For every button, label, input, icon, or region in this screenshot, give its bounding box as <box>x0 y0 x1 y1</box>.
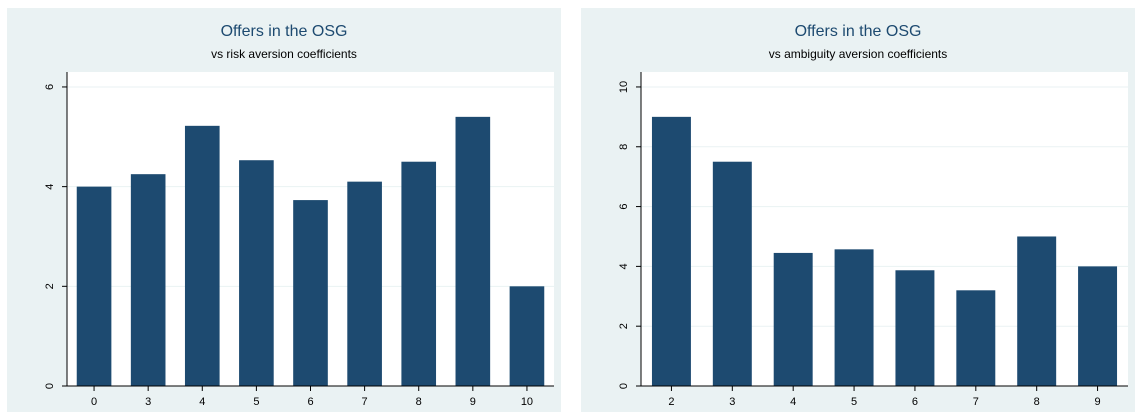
bar-5 <box>239 160 274 386</box>
x-tick-label: 7 <box>362 396 368 408</box>
bar-7 <box>347 181 382 386</box>
x-tick-label: 2 <box>668 396 674 408</box>
x-tick-label: 6 <box>912 396 918 408</box>
x-tick-label: 6 <box>307 396 313 408</box>
bar-8 <box>1017 236 1057 386</box>
bar-2 <box>651 116 691 386</box>
bar-chart-ambiguity-aversion: 0 2 4 6 8 10 2 3 4 5 6 7 8 9 <box>618 72 1128 408</box>
y-tick-label: 6 <box>618 204 630 210</box>
x-tick-label: 0 <box>91 396 97 408</box>
x-tick-label: 10 <box>521 396 533 408</box>
x-tick-label: 5 <box>253 396 259 408</box>
y-tick-label: 8 <box>618 144 630 150</box>
y-tick-label: 4 <box>44 184 56 190</box>
bar-9 <box>1078 266 1118 386</box>
bar-3 <box>130 174 166 386</box>
y-tick-label: 2 <box>618 323 630 329</box>
bar-3 <box>712 161 752 386</box>
x-tick-label: 8 <box>416 396 422 408</box>
x-tick-label: 9 <box>1095 396 1101 408</box>
bar-7 <box>956 290 996 386</box>
bar-6 <box>895 270 935 386</box>
chart-subtitle: vs risk aversion coefficients <box>211 47 357 61</box>
bar-8 <box>401 161 437 386</box>
x-tick-label: 9 <box>470 396 476 408</box>
x-tick-label: 3 <box>145 396 151 408</box>
y-tick-label: 0 <box>618 383 630 389</box>
y-tick-label: 10 <box>618 81 630 93</box>
chart-title: Offers in the OSG <box>220 23 348 40</box>
chart-panel-left: Offers in the OSG vs risk aversion coeff… <box>7 8 561 412</box>
bar-chart-risk-aversion: 0 2 4 6 0 3 4 5 6 7 8 9 10 <box>44 72 554 408</box>
bar-6 <box>293 200 328 386</box>
y-tick-label: 0 <box>44 383 56 389</box>
x-tick-label: 4 <box>790 396 796 408</box>
bar-4 <box>773 252 813 386</box>
y-tick-label: 6 <box>44 84 56 90</box>
bar-4 <box>184 125 220 386</box>
bar-5 <box>834 249 874 386</box>
x-tick-label: 7 <box>973 396 979 408</box>
y-tick-label: 4 <box>618 263 630 269</box>
x-tick-label: 4 <box>199 396 205 408</box>
chart-subtitle: vs ambiguity aversion coefficients <box>768 47 948 61</box>
bar-0 <box>76 186 112 386</box>
x-tick-label: 5 <box>851 396 857 408</box>
bar-9 <box>455 116 491 386</box>
chart-title: Offers in the OSG <box>794 23 922 40</box>
x-tick-label: 3 <box>729 396 735 408</box>
x-tick-label: 8 <box>1034 396 1040 408</box>
y-tick-label: 2 <box>44 283 56 289</box>
bar-10 <box>509 286 545 386</box>
chart-panel-right: Offers in the OSG vs ambiguity aversion … <box>581 8 1135 412</box>
